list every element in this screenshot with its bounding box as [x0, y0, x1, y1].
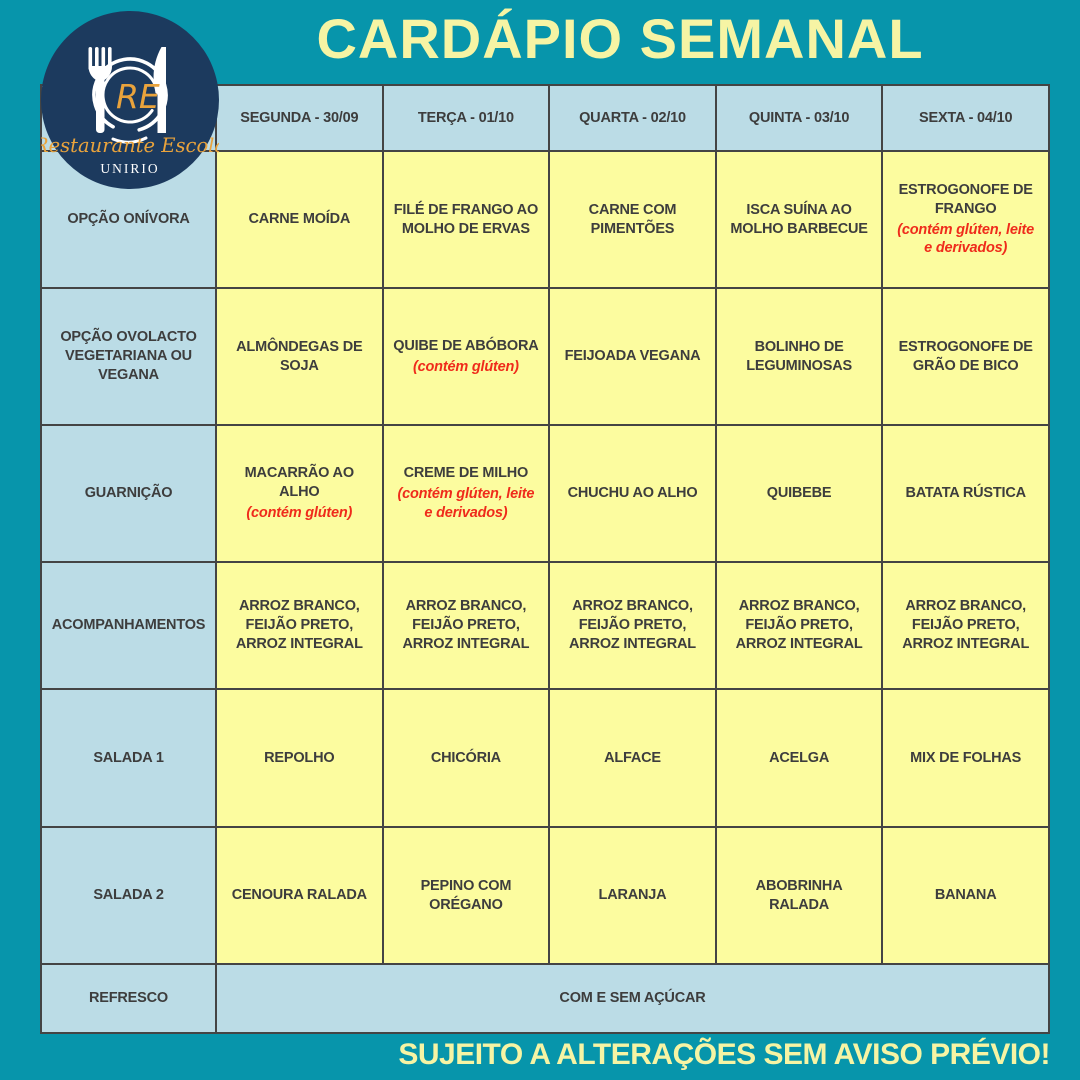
allergen-note: (contém glúten): [413, 358, 519, 375]
column-header-quinta: QUINTA - 03/10: [714, 84, 884, 152]
beverage-cell: COM E SEM AÇÚCAR: [215, 963, 1050, 1034]
restaurant-logo: RE Restaurante Escola UNIRIO: [33, 11, 226, 189]
allergen-note: (contém glúten, leite e derivados): [397, 486, 535, 521]
row-label-salada-2: SALADA 2: [40, 826, 217, 965]
menu-cell: BATATA RÚSTICA: [881, 424, 1050, 563]
menu-cell: ACELGA: [714, 688, 884, 828]
menu-cell: ARROZ BRANCO, FEIJÃO PRETO, ARROZ INTEGR…: [714, 561, 884, 690]
column-header-quarta: QUARTA - 02/10: [548, 84, 717, 152]
menu-cell: MIX DE FOLHAS: [881, 688, 1050, 828]
beverage-text: COM E SEM AÇÚCAR: [559, 990, 706, 1007]
dish-name: ESTROGONOFE DE FRANGO: [898, 181, 1033, 217]
dish-name: MIX DE FOLHAS: [910, 749, 1022, 766]
dish-name: ARROZ BRANCO, FEIJÃO PRETO, ARROZ INTEGR…: [902, 598, 1030, 652]
menu-cell: LARANJA: [548, 826, 717, 965]
dish-name: CREME DE MILHO: [403, 465, 529, 482]
menu-cell: CHICÓRIA: [381, 688, 551, 828]
menu-cell: ALMÔNDEGAS DE SOJA: [215, 287, 384, 426]
logo-institution: UNIRIO: [100, 161, 159, 176]
row-label-acompanhamentos: ACOMPANHAMENTOS: [40, 561, 217, 690]
logo-initials: RE: [116, 77, 160, 116]
column-header-terca: TERÇA - 01/10: [381, 84, 551, 152]
menu-cell: FEIJOADA VEGANA: [548, 287, 717, 426]
dish-name: REPOLHO: [264, 749, 335, 766]
dish-name: ESTROGONOFE DE GRÃO DE BICO: [898, 338, 1033, 374]
menu-cell: ARROZ BRANCO, FEIJÃO PRETO, ARROZ INTEGR…: [881, 561, 1050, 690]
menu-cell: BANANA: [881, 826, 1050, 965]
dish-name: MACARRÃO AO ALHO: [244, 465, 354, 501]
dish-name: CARNE MOÍDA: [248, 211, 351, 228]
menu-cell: ISCA SUÍNA AO MOLHO BARBECUE: [714, 150, 884, 289]
dish-name: ARROZ BRANCO, FEIJÃO PRETO, ARROZ INTEGR…: [235, 598, 363, 652]
column-header-sexta: SEXTA - 04/10: [881, 84, 1050, 152]
dish-name: ISCA SUÍNA AO MOLHO BARBECUE: [730, 201, 868, 237]
logo-restaurant-name: Restaurante Escola: [41, 134, 219, 157]
row-label-opcao-ovolacto: OPÇÃO OVOLACTO VEGETARIANA OU VEGANA: [40, 287, 217, 426]
row-label-refresco: REFRESCO: [40, 963, 217, 1034]
menu-cell: PEPINO COM ORÉGANO: [381, 826, 551, 965]
restaurant-logo-graphic: RE Restaurante Escola UNIRIO: [33, 11, 226, 189]
menu-cell: ESTROGONOFE DE FRANGO (contém glúten, lei…: [881, 150, 1050, 289]
menu-cell: ARROZ BRANCO, FEIJÃO PRETO, ARROZ INTEGR…: [548, 561, 717, 690]
menu-cell: ABOBRINHA RALADA: [714, 826, 884, 965]
dish-name: ABOBRINHA RALADA: [755, 877, 843, 913]
dish-name: FEIJOADA VEGANA: [564, 348, 701, 365]
logo-circle: [41, 11, 219, 189]
dish-name: QUIBE DE ABÓBORA: [393, 337, 539, 354]
dish-name: ARROZ BRANCO, FEIJÃO PRETO, ARROZ INTEGR…: [402, 598, 530, 652]
menu-cell: REPOLHO: [215, 688, 384, 828]
dish-name: PEPINO COM ORÉGANO: [420, 877, 512, 913]
dish-name: ARROZ BRANCO, FEIJÃO PRETO, ARROZ INTEGR…: [569, 598, 696, 652]
menu-cell: ARROZ BRANCO, FEIJÃO PRETO, ARROZ INTEGR…: [381, 561, 551, 690]
row-label-guarnicao: GUARNIÇÃO: [40, 424, 217, 563]
dish-name: BANANA: [934, 887, 997, 904]
menu-cell: BOLINHO DE LEGUMINOSAS: [714, 287, 884, 426]
dish-name: ACELGA: [769, 749, 830, 766]
dish-name: ARROZ BRANCO, FEIJÃO PRETO, ARROZ INTEGR…: [735, 598, 863, 652]
dish-name: FILÉ DE FRANGO AO MOLHO DE ERVAS: [393, 201, 539, 237]
plate-icon: [92, 57, 168, 144]
menu-cell: ALFACE: [548, 688, 717, 828]
dish-name: QUIBEBE: [766, 485, 832, 502]
dish-name: CHICÓRIA: [430, 749, 501, 766]
menu-cell: CREME DE MILHO (contém glúten, leite e de…: [381, 424, 551, 563]
menu-cell: ARROZ BRANCO, FEIJÃO PRETO, ARROZ INTEGR…: [215, 561, 384, 690]
disclaimer-text: SUJEITO A ALTERAÇÕES SEM AVISO PRÉVIO!: [398, 1038, 1050, 1071]
dish-name: BATATA RÚSTICA: [905, 485, 1026, 502]
dish-name: CARNE COM PIMENTÕES: [588, 201, 677, 237]
dish-name: BOLINHO DE LEGUMINOSAS: [746, 338, 852, 374]
allergen-note: (contém glúten, leite e derivados): [897, 221, 1035, 257]
column-header-segunda: SEGUNDA - 30/09: [215, 84, 384, 152]
menu-cell: FILÉ DE FRANGO AO MOLHO DE ERVAS: [381, 150, 551, 289]
dish-name: CENOURA RALADA: [231, 887, 367, 904]
row-label-salada-1: SALADA 1: [40, 688, 217, 828]
page-title: CARDÁPIO SEMANAL: [316, 7, 924, 70]
menu-cell: ESTROGONOFE DE GRÃO DE BICO: [881, 287, 1050, 426]
menu-cell: QUIBEBE: [714, 424, 884, 563]
menu-cell: QUIBE DE ABÓBORA (contém glúten): [381, 287, 551, 426]
menu-cell: CHUCHU AO ALHO: [548, 424, 717, 563]
dish-name: LARANJA: [598, 887, 667, 904]
menu-cell: CARNE MOÍDA: [215, 150, 384, 289]
dish-name: ALFACE: [604, 749, 661, 766]
menu-cell: MACARRÃO AO ALHO (contém glúten): [215, 424, 384, 563]
dish-name: CHUCHU AO ALHO: [567, 485, 698, 502]
allergen-note: (contém glúten): [246, 504, 353, 521]
dish-name: ALMÔNDEGAS DE SOJA: [236, 338, 363, 374]
menu-cell: CENOURA RALADA: [215, 826, 384, 965]
menu-cell: CARNE COM PIMENTÕES: [548, 150, 717, 289]
weekly-menu-table: SEGUNDA - 30/09 TERÇA - 01/10 QUARTA - 0…: [40, 84, 1050, 1034]
